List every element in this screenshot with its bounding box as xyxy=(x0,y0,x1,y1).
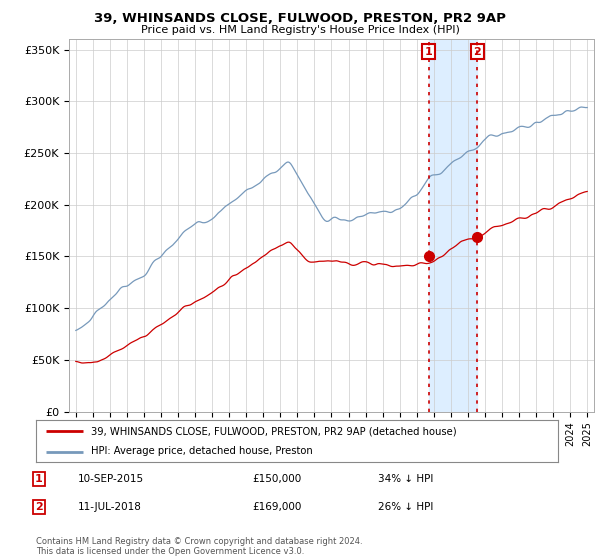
Text: Price paid vs. HM Land Registry's House Price Index (HPI): Price paid vs. HM Land Registry's House … xyxy=(140,25,460,35)
Text: 2: 2 xyxy=(473,46,481,57)
Text: 10-SEP-2015: 10-SEP-2015 xyxy=(78,474,144,484)
Text: 1: 1 xyxy=(35,474,43,484)
Text: 34% ↓ HPI: 34% ↓ HPI xyxy=(378,474,433,484)
Text: 1: 1 xyxy=(425,46,433,57)
Text: 39, WHINSANDS CLOSE, FULWOOD, PRESTON, PR2 9AP (detached house): 39, WHINSANDS CLOSE, FULWOOD, PRESTON, P… xyxy=(91,426,457,436)
Text: 2: 2 xyxy=(35,502,43,512)
Bar xyxy=(428,39,477,412)
Text: 26% ↓ HPI: 26% ↓ HPI xyxy=(378,502,433,512)
Text: £169,000: £169,000 xyxy=(252,502,301,512)
Text: £150,000: £150,000 xyxy=(252,474,301,484)
Text: 11-JUL-2018: 11-JUL-2018 xyxy=(78,502,142,512)
Text: HPI: Average price, detached house, Preston: HPI: Average price, detached house, Pres… xyxy=(91,446,313,456)
Text: 39, WHINSANDS CLOSE, FULWOOD, PRESTON, PR2 9AP: 39, WHINSANDS CLOSE, FULWOOD, PRESTON, P… xyxy=(94,12,506,25)
Text: Contains HM Land Registry data © Crown copyright and database right 2024.
This d: Contains HM Land Registry data © Crown c… xyxy=(36,536,362,556)
